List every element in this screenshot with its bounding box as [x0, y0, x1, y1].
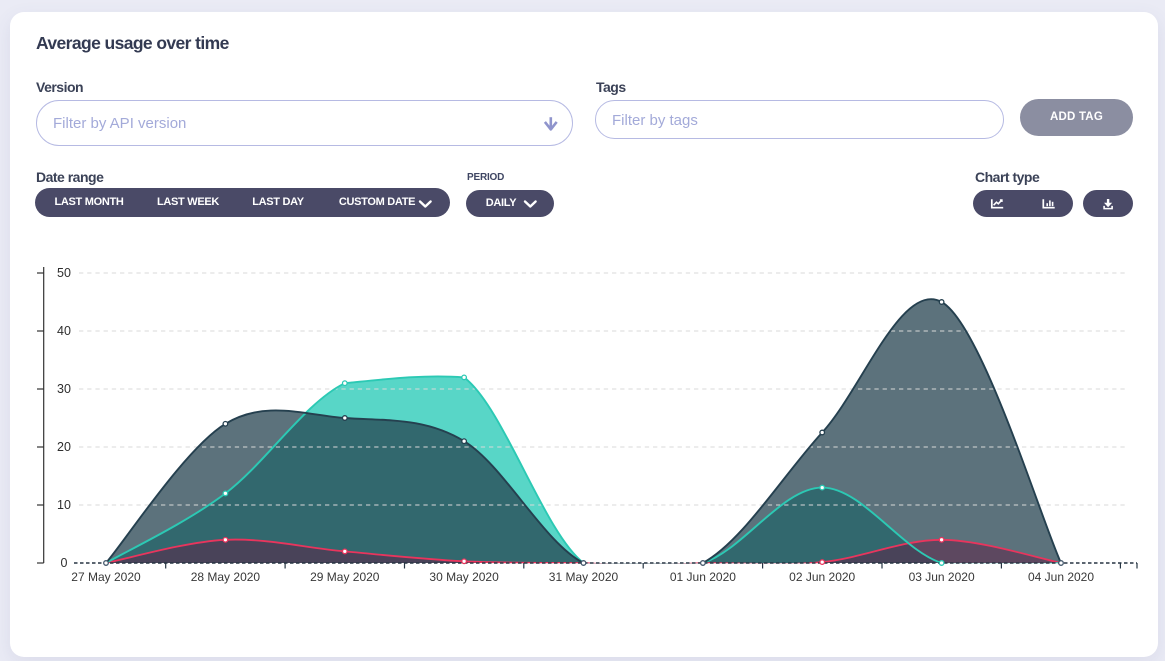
svg-text:31 May 2020: 31 May 2020: [549, 570, 619, 584]
svg-text:04 Jun 2020: 04 Jun 2020: [1028, 570, 1094, 584]
svg-text:10: 10: [57, 498, 71, 512]
svg-text:27 May 2020: 27 May 2020: [71, 570, 141, 584]
svg-text:40: 40: [57, 324, 71, 338]
svg-text:29 May 2020: 29 May 2020: [310, 570, 380, 584]
svg-text:50: 50: [57, 266, 71, 280]
svg-text:28 May 2020: 28 May 2020: [191, 570, 261, 584]
svg-text:03 Jun 2020: 03 Jun 2020: [909, 570, 975, 584]
svg-text:02 Jun 2020: 02 Jun 2020: [789, 570, 855, 584]
svg-text:30 May 2020: 30 May 2020: [429, 570, 499, 584]
svg-text:0: 0: [61, 556, 68, 570]
svg-text:30: 30: [57, 382, 71, 396]
svg-text:01 Jun 2020: 01 Jun 2020: [670, 570, 736, 584]
svg-text:20: 20: [57, 440, 71, 454]
